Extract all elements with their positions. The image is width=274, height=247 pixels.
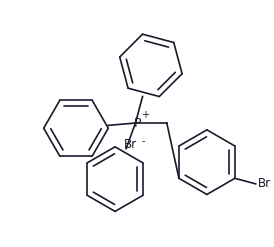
Text: Br: Br (124, 138, 137, 151)
Text: Br: Br (258, 177, 271, 190)
Text: +: + (141, 110, 149, 120)
Text: P: P (134, 117, 141, 129)
Text: -: - (142, 136, 145, 146)
